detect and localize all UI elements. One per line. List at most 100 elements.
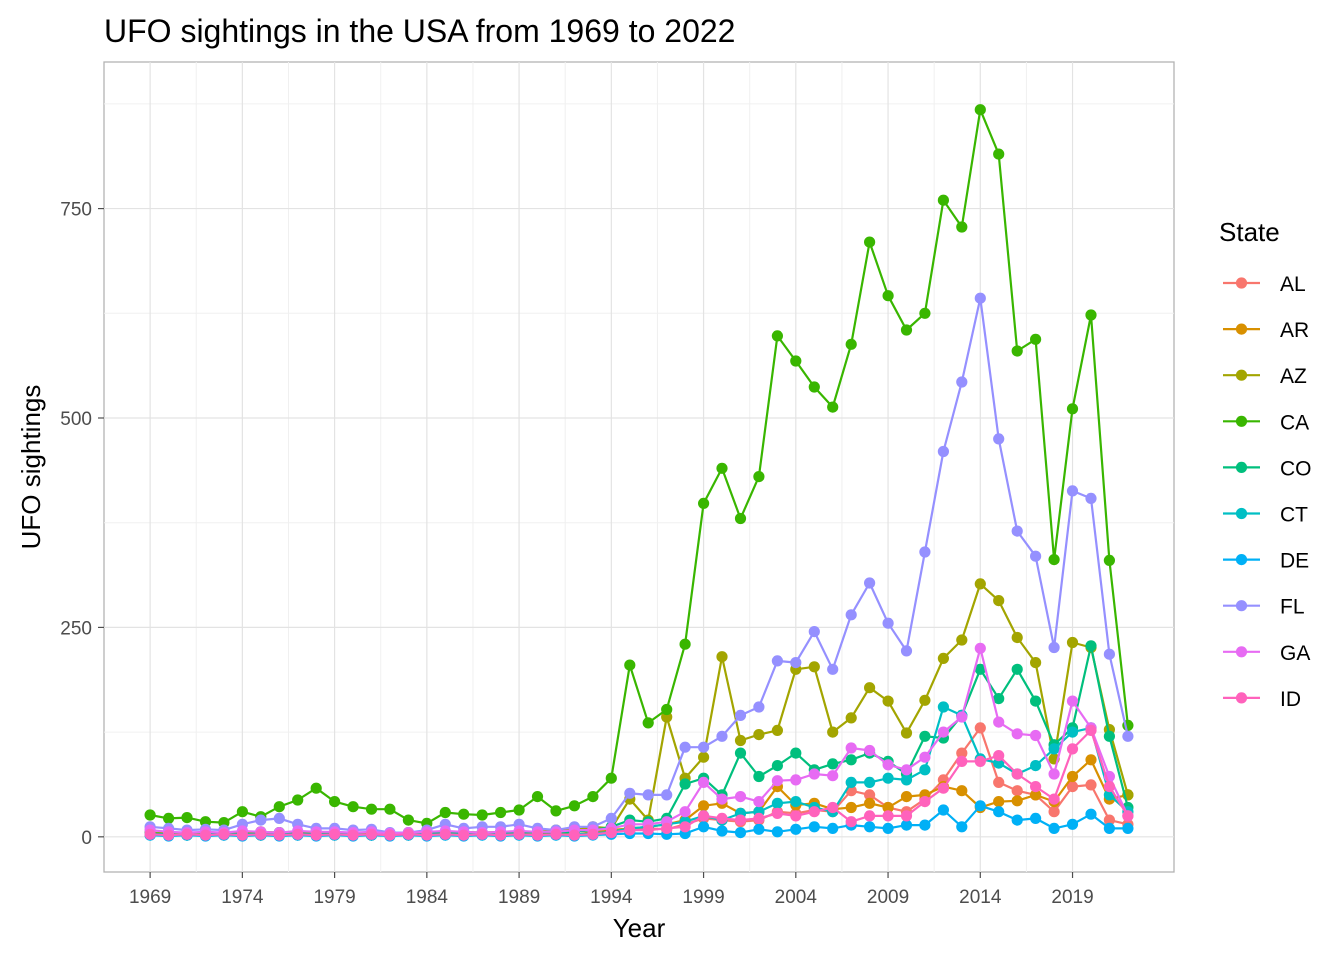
data-point	[919, 546, 931, 558]
data-point	[900, 645, 913, 657]
data-point	[1066, 726, 1079, 738]
data-point	[1066, 818, 1079, 830]
data-point	[771, 330, 784, 342]
data-point	[236, 829, 248, 841]
data-point	[864, 682, 876, 694]
data-point	[1066, 770, 1079, 783]
legend-item-az: AZ	[1223, 365, 1307, 388]
data-point	[974, 578, 986, 590]
data-point	[1066, 403, 1079, 415]
data-point	[329, 796, 341, 808]
legend-key-point	[1235, 554, 1248, 566]
data-point	[1011, 728, 1023, 740]
data-point	[771, 775, 784, 787]
data-point	[1030, 695, 1042, 707]
gridlines	[104, 62, 1174, 872]
data-point	[734, 709, 747, 722]
data-point	[698, 821, 710, 833]
legend-key-point	[1235, 277, 1248, 289]
data-point	[845, 816, 857, 828]
data-point	[790, 355, 802, 367]
y-tick-label: 0	[81, 828, 92, 849]
data-point	[827, 663, 839, 675]
data-point	[1103, 781, 1115, 793]
data-point	[1048, 554, 1060, 566]
axis-ticks: 1969 1974 1979 1984 1989 1994 1999 2004 2009 2014…	[60, 200, 1093, 908]
data-point	[864, 797, 876, 809]
data-point	[1085, 808, 1097, 820]
data-point	[845, 712, 857, 724]
data-point	[679, 821, 691, 833]
legend-label: FL	[1280, 596, 1305, 619]
data-point	[937, 194, 950, 206]
data-point	[1103, 822, 1115, 835]
data-point	[845, 742, 857, 754]
data-point	[1048, 806, 1060, 818]
plot-panel	[103, 61, 1175, 873]
data-point	[605, 772, 617, 784]
data-point	[771, 826, 784, 838]
data-point	[734, 814, 747, 826]
legend-key-point	[1235, 646, 1248, 658]
data-point	[661, 822, 673, 835]
data-point	[790, 774, 802, 786]
data-point	[771, 760, 784, 772]
data-point	[900, 810, 913, 822]
data-point	[974, 642, 986, 654]
data-point	[827, 726, 839, 738]
data-point	[642, 717, 654, 729]
data-point	[1048, 793, 1060, 805]
data-point	[163, 812, 175, 825]
legend-item-fl: FL	[1223, 596, 1305, 619]
data-point	[1030, 333, 1042, 345]
data-point	[919, 819, 931, 831]
data-point	[937, 445, 950, 458]
legend-key-point	[1235, 369, 1248, 381]
data-point	[1085, 492, 1097, 504]
data-point	[974, 104, 986, 116]
data-point	[734, 512, 747, 525]
data-point	[1066, 695, 1079, 707]
legend-label: ID	[1280, 688, 1301, 711]
data-point	[1011, 785, 1023, 797]
data-point	[900, 791, 913, 803]
data-point	[476, 809, 488, 821]
data-point	[882, 759, 894, 771]
data-point	[864, 577, 876, 589]
data-point	[827, 758, 839, 770]
data-point	[698, 751, 710, 763]
data-point	[624, 824, 636, 836]
data-point	[255, 828, 267, 840]
data-point	[1066, 636, 1079, 649]
data-point	[864, 236, 876, 248]
legend-label: CO	[1280, 457, 1312, 480]
data-point	[495, 806, 507, 819]
data-point	[402, 828, 414, 840]
data-point	[624, 659, 636, 671]
data-point	[753, 770, 765, 783]
data-point	[144, 809, 156, 821]
data-point	[1030, 657, 1042, 669]
data-point	[679, 806, 691, 818]
data-point	[864, 776, 876, 789]
legend-item-de: DE	[1223, 550, 1309, 573]
data-point	[808, 821, 820, 833]
data-point	[716, 793, 728, 805]
data-point	[827, 822, 839, 835]
data-point	[402, 814, 414, 826]
x-tick-label: 2004	[775, 887, 818, 908]
data-point	[273, 829, 285, 841]
data-point	[273, 801, 285, 813]
data-point	[218, 828, 230, 840]
data-point	[1103, 554, 1115, 567]
data-point	[1030, 781, 1042, 793]
data-point	[568, 800, 581, 812]
data-point	[1048, 822, 1060, 835]
data-point	[550, 805, 562, 817]
legend-title: State	[1219, 217, 1280, 247]
data-point	[421, 829, 433, 841]
data-point	[919, 694, 931, 706]
data-point	[753, 823, 765, 835]
data-point	[827, 401, 839, 413]
